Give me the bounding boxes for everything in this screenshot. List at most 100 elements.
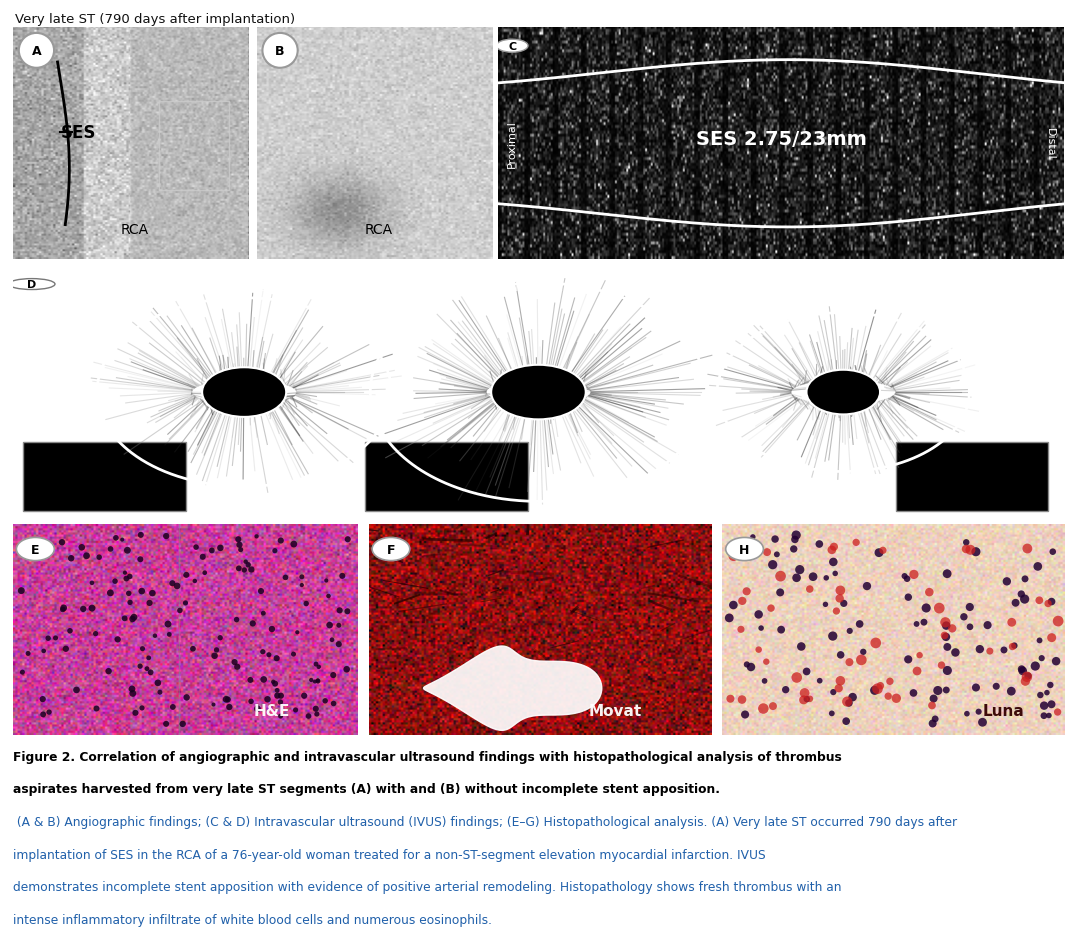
Point bbox=[171, 604, 189, 619]
Point bbox=[938, 682, 955, 697]
Point bbox=[34, 707, 52, 722]
Point bbox=[186, 574, 204, 589]
Point bbox=[125, 610, 142, 625]
Point bbox=[309, 674, 327, 689]
Point bbox=[847, 535, 865, 550]
Point bbox=[231, 562, 248, 577]
Point bbox=[285, 647, 302, 662]
Point bbox=[293, 570, 310, 585]
Point bbox=[264, 675, 281, 690]
Text: A: A bbox=[31, 45, 41, 58]
Text: Very late ST (790 days after implantation): Very late ST (790 days after implantatio… bbox=[15, 13, 295, 26]
Point bbox=[321, 618, 338, 633]
Point bbox=[116, 565, 134, 580]
Text: D: D bbox=[27, 280, 37, 290]
Point bbox=[41, 705, 58, 720]
Point bbox=[962, 620, 979, 635]
Point bbox=[211, 541, 229, 556]
Point bbox=[132, 552, 149, 567]
Point bbox=[738, 657, 756, 672]
Point bbox=[241, 673, 259, 688]
Point bbox=[995, 643, 1012, 658]
Point bbox=[273, 689, 290, 704]
Point bbox=[338, 662, 356, 677]
Point bbox=[979, 618, 996, 633]
Point bbox=[773, 622, 790, 637]
Point bbox=[309, 673, 327, 688]
Text: (A & B) Angiographic findings; (C & D) Intravascular ultrasound (IVUS) findings;: (A & B) Angiographic findings; (C & D) I… bbox=[13, 815, 957, 828]
Point bbox=[194, 549, 211, 564]
Point bbox=[120, 586, 137, 601]
Point bbox=[248, 529, 265, 544]
Point bbox=[161, 627, 178, 642]
Text: implantation of SES in the RCA of a 76-year-old woman treated for a non-ST-segme: implantation of SES in the RCA of a 76-y… bbox=[13, 848, 765, 861]
Point bbox=[124, 612, 141, 627]
Circle shape bbox=[18, 34, 54, 68]
Point bbox=[1020, 668, 1037, 683]
Point bbox=[732, 622, 749, 637]
Point bbox=[858, 579, 875, 594]
Point bbox=[143, 586, 161, 601]
Point bbox=[817, 571, 834, 586]
Point bbox=[306, 674, 323, 689]
Point bbox=[330, 637, 347, 652]
Point bbox=[266, 544, 284, 559]
Point bbox=[178, 568, 195, 583]
Point bbox=[74, 602, 92, 617]
Point bbox=[141, 596, 158, 611]
Point bbox=[34, 692, 52, 707]
Point bbox=[266, 677, 284, 692]
Point bbox=[867, 636, 884, 651]
Point bbox=[196, 565, 213, 580]
Point bbox=[289, 625, 306, 640]
Point bbox=[839, 695, 856, 709]
Point bbox=[243, 695, 260, 709]
Bar bbox=[896, 443, 1048, 512]
Point bbox=[796, 686, 813, 701]
Point bbox=[769, 548, 786, 563]
Point bbox=[736, 708, 754, 723]
Point bbox=[287, 703, 304, 718]
Point bbox=[157, 717, 175, 732]
Point bbox=[832, 648, 849, 663]
Point bbox=[804, 570, 821, 585]
Point bbox=[164, 700, 181, 715]
Point bbox=[123, 681, 140, 696]
Point bbox=[116, 611, 134, 626]
Point bbox=[909, 664, 926, 679]
Point bbox=[272, 695, 289, 709]
Point bbox=[300, 709, 317, 724]
Point bbox=[938, 619, 955, 634]
Point bbox=[236, 563, 253, 578]
Ellipse shape bbox=[492, 365, 585, 420]
Text: Figure 2. Correlation of angiographic and intravascular ultrasound findings with: Figure 2. Correlation of angiographic an… bbox=[13, 750, 842, 763]
Point bbox=[750, 642, 768, 657]
Point bbox=[798, 692, 815, 707]
Point bbox=[47, 631, 65, 646]
Point bbox=[263, 622, 280, 636]
Point bbox=[295, 689, 313, 704]
Text: Proximal: Proximal bbox=[218, 281, 271, 294]
Text: H&E: H&E bbox=[253, 703, 290, 718]
Point bbox=[133, 528, 150, 543]
Point bbox=[184, 641, 202, 656]
Point bbox=[866, 683, 883, 698]
Point bbox=[1017, 572, 1034, 587]
Point bbox=[896, 569, 913, 584]
Point bbox=[788, 571, 805, 586]
Point bbox=[971, 642, 989, 657]
Point bbox=[1048, 654, 1065, 669]
Point bbox=[798, 665, 815, 680]
Point bbox=[226, 655, 244, 670]
Point bbox=[307, 701, 324, 716]
Point bbox=[758, 654, 775, 669]
Point bbox=[331, 603, 348, 618]
Point bbox=[853, 652, 870, 667]
Point bbox=[1039, 596, 1056, 611]
Point bbox=[791, 563, 808, 578]
Point bbox=[825, 685, 842, 700]
Point bbox=[303, 673, 320, 688]
Point bbox=[828, 604, 845, 619]
Point bbox=[298, 596, 315, 611]
Point bbox=[938, 630, 955, 645]
